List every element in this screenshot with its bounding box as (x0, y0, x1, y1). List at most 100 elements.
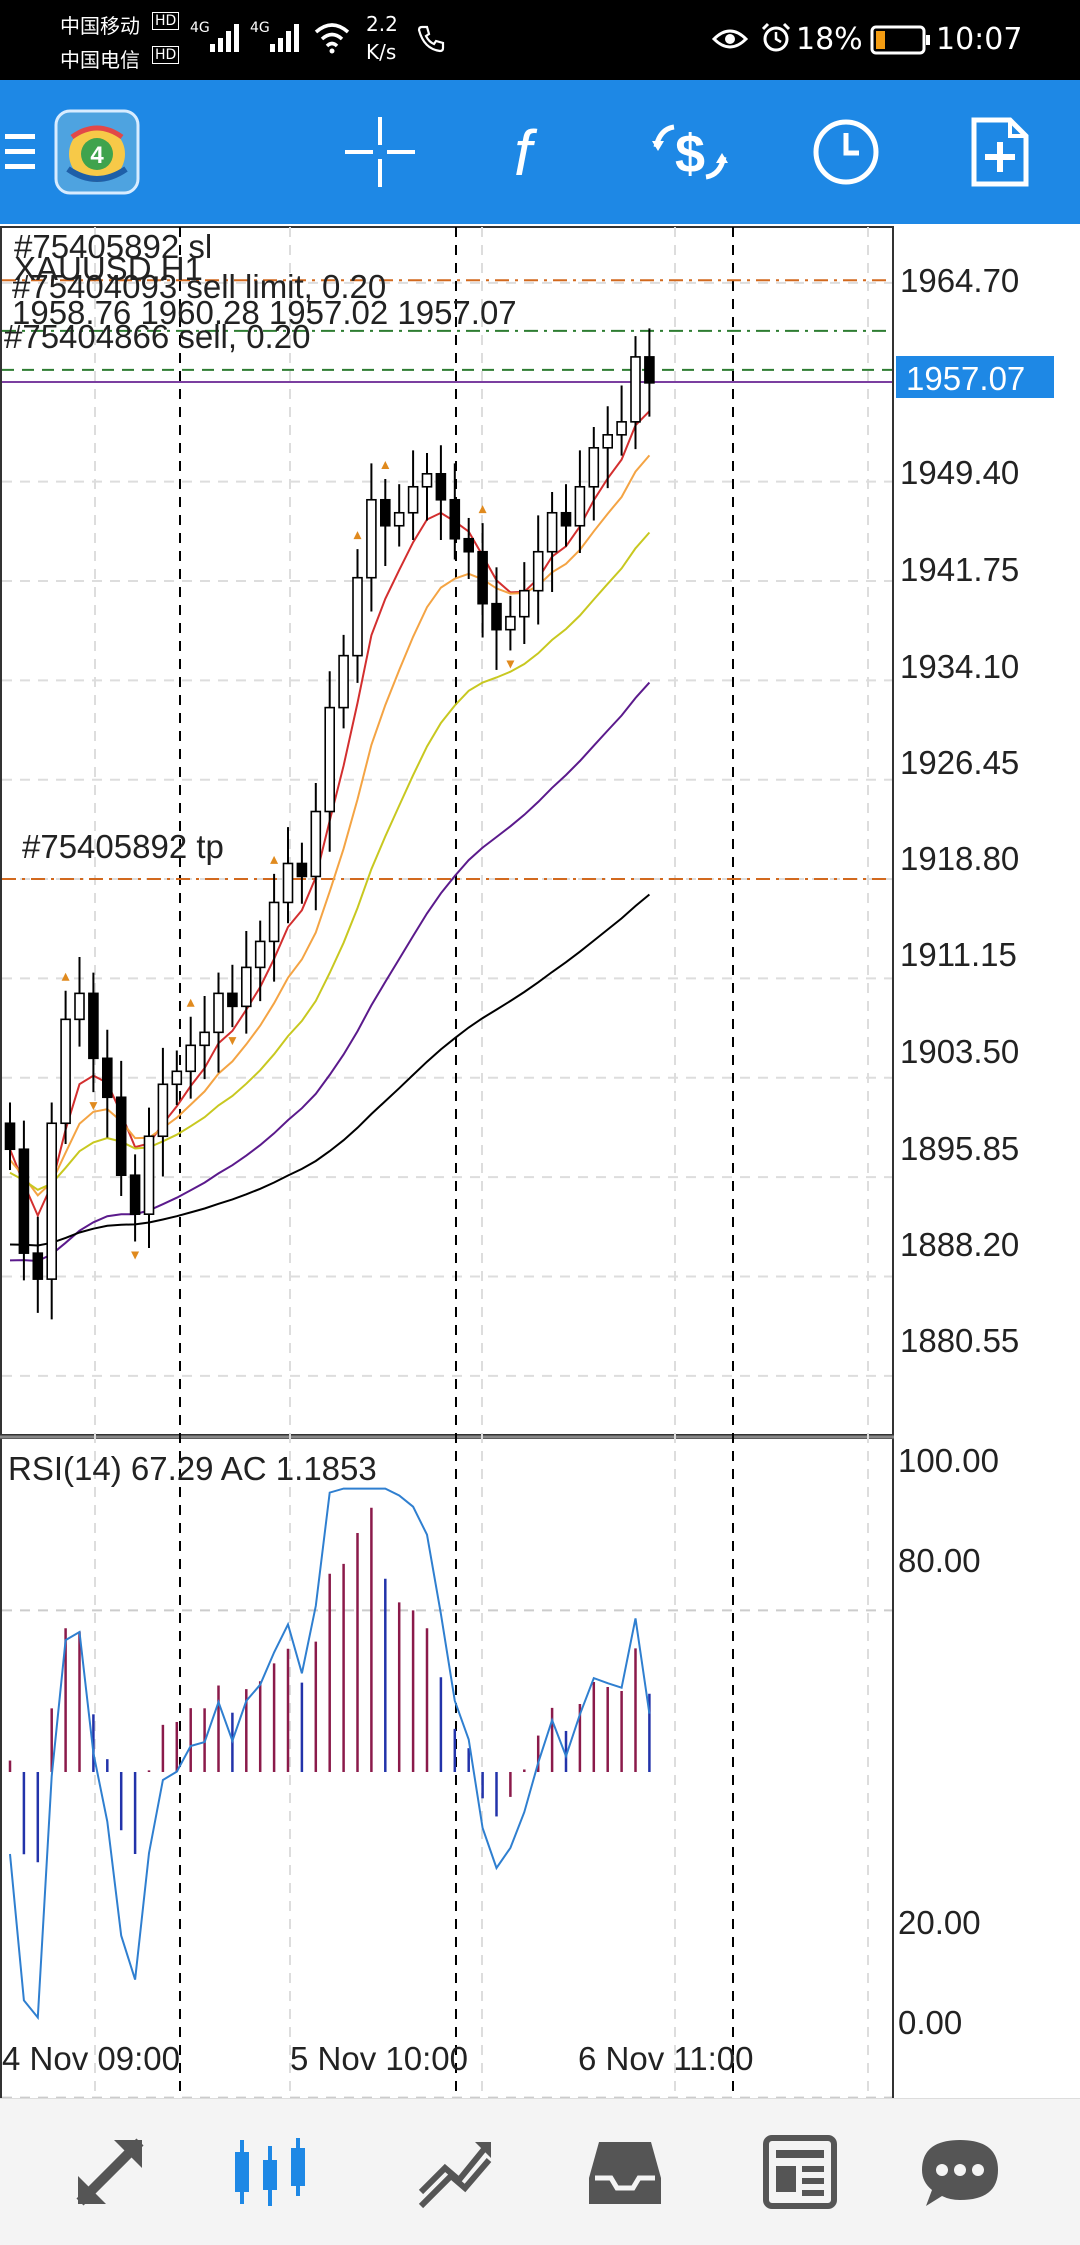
candle-body (32, 1252, 44, 1280)
signal-icon-1 (210, 24, 239, 52)
candle-body (60, 1018, 71, 1125)
candle-body (268, 901, 280, 943)
candle-body (185, 1044, 196, 1073)
candle-body (560, 511, 572, 527)
nav-quotes[interactable] (30, 2099, 190, 2245)
fractal-up (478, 505, 487, 514)
chart-area[interactable]: #75405892 sl XAUUSD,H1 #75404093 sell li… (0, 224, 1080, 2245)
candle-body (282, 862, 294, 904)
fractals (61, 460, 515, 1260)
candle-body (518, 589, 530, 618)
nav-chart[interactable] (190, 2099, 350, 2245)
carrier-2: 中国电信 (60, 48, 140, 72)
candle-body (546, 511, 558, 553)
candle-body (393, 511, 405, 527)
chat-icon (922, 2140, 998, 2206)
candle-body (407, 485, 419, 514)
menu-button[interactable] (0, 80, 40, 224)
price-tick: 1911.15 (900, 936, 1017, 973)
candle-body (366, 498, 377, 579)
status-bar: 中国移动 HD 中国电信 HD 4G 4G 2.2 K/s 18% 10:07 (0, 0, 1080, 80)
fractal-down (228, 1037, 237, 1046)
fractal-up (381, 460, 390, 469)
network-type-1: 4G (190, 20, 210, 36)
indicators-button[interactable]: f (484, 80, 584, 224)
chart-svg[interactable]: #75405892 sl XAUUSD,H1 #75404093 sell li… (0, 224, 1080, 2245)
candle-body (630, 356, 641, 423)
battery-percent: 18% (796, 22, 863, 57)
candle-body (241, 966, 252, 1008)
menu-icon (5, 134, 35, 169)
new-order-button[interactable] (950, 80, 1050, 224)
fractal-down (89, 1102, 98, 1111)
price-tick: 1964.70 (900, 262, 1019, 299)
time-label: 4 Nov 09:00 (2, 2040, 180, 2077)
candle-body (157, 1083, 169, 1138)
signal-icon-2 (270, 24, 299, 52)
speed-unit: K/s (366, 40, 397, 64)
fractal-up (61, 972, 70, 981)
crosshair-button[interactable] (330, 80, 430, 224)
bottom-navigation (0, 2098, 1080, 2245)
rsi-tick: 100.00 (898, 1442, 999, 1479)
order-levels (2, 279, 892, 881)
rsi-line (9, 1487, 651, 2021)
candles (4, 328, 655, 1320)
price-tick: 1918.80 (900, 840, 1019, 877)
candle-body (602, 434, 614, 449)
app-logo-button[interactable]: 4 (52, 80, 142, 224)
svg-text:$: $ (675, 124, 705, 184)
clock-icon (813, 119, 879, 185)
current-price-text: 1957.07 (906, 360, 1025, 397)
time-label: 6 Nov 11:00 (578, 2040, 754, 2077)
hd-badge-1: HD (152, 12, 180, 30)
new-order-icon (971, 117, 1029, 187)
candle-body (143, 1135, 155, 1215)
candle-body (491, 602, 502, 631)
candle-body (115, 1096, 127, 1177)
candle-body (477, 550, 488, 605)
candle-body (449, 498, 461, 540)
price-axis: 1964.70 1949.40 1941.75 1934.10 1926.45 … (900, 262, 1019, 1359)
nav-news[interactable] (720, 2099, 880, 2245)
indicator-plot-frame (0, 1437, 894, 2245)
price-tick: 1880.55 (900, 1322, 1019, 1359)
candle-body (254, 940, 266, 969)
hd-badge-2: HD (152, 46, 180, 64)
trade-chart-icon (418, 2142, 492, 2209)
wifi-icon (314, 23, 350, 54)
trade-icon: $ (652, 124, 728, 184)
svg-text:f: f (514, 117, 538, 187)
app-logo-icon: 4 (54, 109, 140, 195)
candle-body (310, 810, 322, 878)
ohlc-label: 1958.76 1960.28 1957.02 1957.07 (12, 294, 517, 331)
price-tick: 1888.20 (900, 1226, 1019, 1263)
current-price-tag (896, 356, 1054, 398)
nav-history[interactable] (545, 2099, 705, 2245)
symbol-label: XAUUSD,H1 (14, 250, 203, 287)
toolbar: 4 f $ (0, 80, 1080, 224)
candle-body (171, 1070, 183, 1086)
candle-body (324, 706, 336, 813)
fractal-up (353, 531, 362, 540)
period-button[interactable] (796, 80, 896, 224)
rsi-tick: 80.00 (898, 1542, 981, 1579)
ma-purple-line (9, 681, 651, 1263)
sell-limit-label: #75404093 sell limit, 0.20 (12, 268, 386, 305)
candle-body (532, 550, 544, 592)
candle-body (4, 1122, 16, 1151)
nav-trade[interactable] (375, 2099, 535, 2245)
network-type-2: 4G (250, 20, 270, 36)
candle-body (421, 472, 433, 488)
price-tick: 1926.45 (900, 744, 1019, 781)
trade-button[interactable]: $ (640, 80, 740, 224)
candles-icon (235, 2138, 305, 2206)
news-icon (763, 2135, 837, 2209)
nav-chat[interactable] (880, 2099, 1040, 2245)
candle-body (616, 421, 627, 436)
candle-body (505, 615, 516, 631)
candle-body (227, 992, 238, 1008)
candle-body (379, 498, 391, 527)
candle-body (574, 485, 586, 527)
fractal-up (186, 998, 195, 1007)
